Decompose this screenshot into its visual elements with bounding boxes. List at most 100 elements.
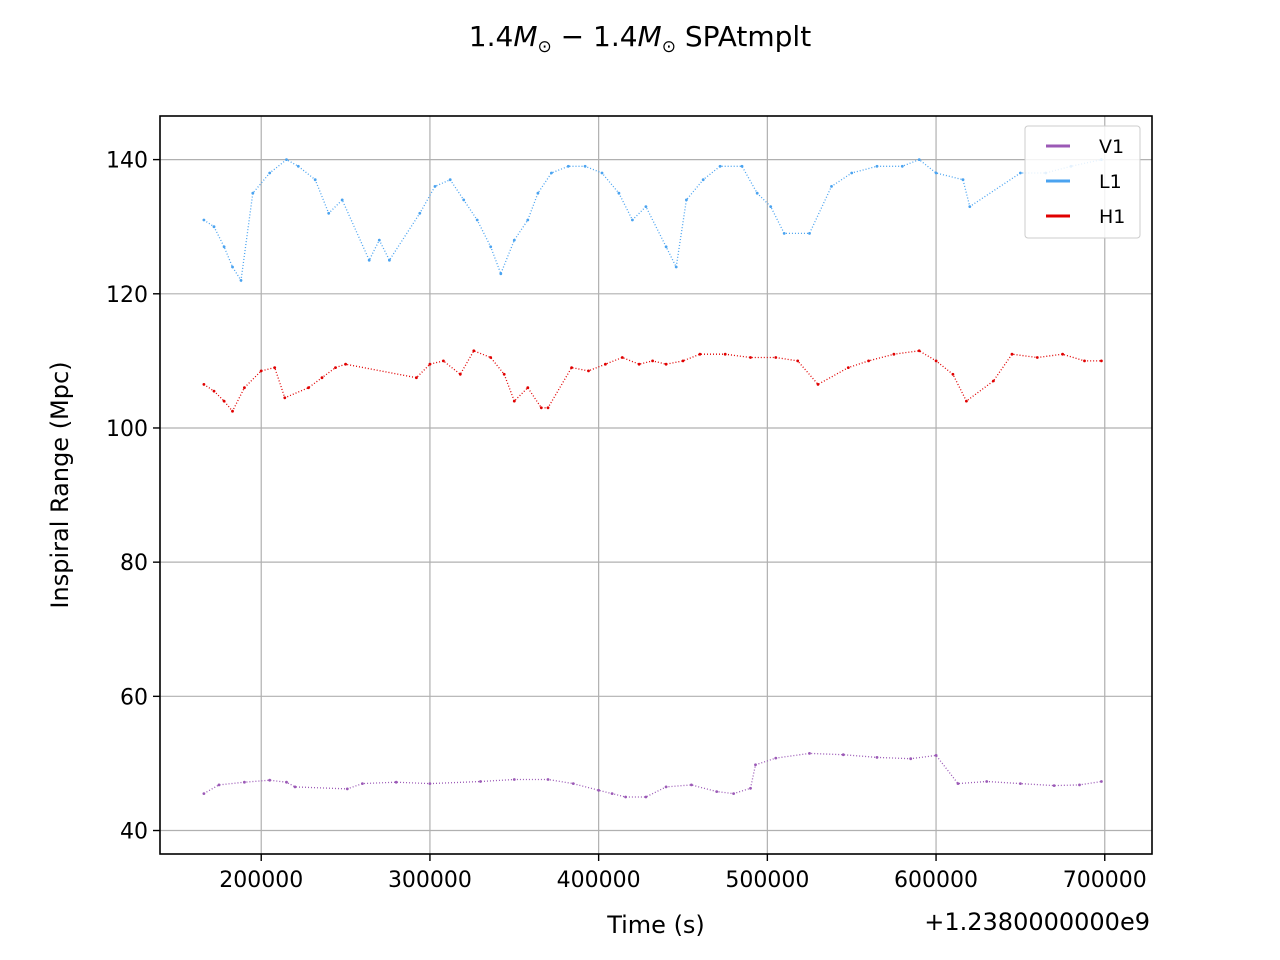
x-tick-label: 200000 [219, 868, 303, 893]
data-point-v1 [664, 785, 668, 789]
data-point-h1 [334, 366, 337, 369]
data-point-v1 [479, 780, 482, 783]
data-point-v1 [268, 778, 272, 782]
data-point-h1 [489, 356, 493, 359]
y-tick-label: 120 [106, 283, 148, 308]
data-point-l1 [418, 211, 422, 215]
data-point-l1 [296, 164, 300, 168]
data-point-h1 [283, 396, 287, 400]
data-point-l1 [644, 205, 648, 209]
data-point-v1 [202, 792, 206, 795]
data-point-l1 [388, 258, 391, 262]
data-point-l1 [285, 158, 288, 162]
data-point-h1 [587, 369, 590, 373]
data-point-v1 [732, 792, 735, 795]
data-point-l1 [875, 164, 879, 168]
data-point-l1 [377, 238, 381, 242]
x-tick-label: 700000 [1063, 868, 1147, 893]
data-point-h1 [604, 362, 607, 366]
data-point-v1 [1019, 782, 1022, 785]
series-line-l1 [203, 158, 1102, 283]
x-tick-label: 300000 [388, 868, 472, 893]
legend: V1 L1 H1 [1024, 125, 1141, 239]
data-point-l1 [340, 198, 344, 202]
data-point-h1 [243, 386, 246, 390]
data-point-h1 [796, 359, 800, 363]
data-point-v1 [841, 753, 845, 757]
y-tick-label: 100 [106, 417, 148, 442]
data-point-h1 [774, 356, 778, 359]
data-point-l1 [239, 279, 243, 282]
data-point-l1 [222, 245, 226, 249]
data-point-h1 [202, 383, 206, 386]
data-point-h1 [320, 376, 324, 380]
data-point-l1 [685, 198, 688, 202]
data-point-l1 [782, 232, 786, 235]
data-point-l1 [934, 171, 938, 175]
data-point-l1 [917, 158, 921, 162]
data-point-v1 [597, 788, 600, 792]
series-layer [202, 158, 1103, 799]
data-point-h1 [664, 362, 668, 366]
data-point-h1 [428, 362, 432, 366]
data-point-h1 [620, 356, 624, 359]
data-point-l1 [448, 178, 452, 182]
data-point-v1 [909, 757, 913, 761]
x-tick-label: 600000 [894, 868, 978, 893]
x-axis-label: Time (s) [606, 911, 705, 939]
data-point-l1 [512, 238, 516, 242]
data-point-l1 [536, 191, 540, 195]
data-point-l1 [367, 258, 371, 262]
data-point-v1 [571, 782, 575, 785]
data-point-l1 [583, 164, 587, 168]
x-axis-offset: +1.2380000000e9 [924, 908, 1150, 936]
data-point-l1 [600, 171, 604, 175]
data-point-h1 [749, 356, 752, 359]
data-point-h1 [892, 352, 896, 356]
data-point-v1 [1100, 780, 1103, 783]
data-point-l1 [850, 171, 854, 175]
data-point-h1 [992, 379, 995, 383]
data-point-h1 [526, 386, 530, 390]
legend-label-h1: H1 [1099, 206, 1125, 228]
y-tick-label: 140 [106, 149, 148, 174]
data-point-v1 [217, 783, 221, 787]
data-point-v1 [956, 782, 960, 785]
data-point-h1 [1083, 359, 1086, 363]
data-point-l1 [475, 218, 479, 222]
series-line-h1 [203, 349, 1102, 413]
data-point-l1 [202, 218, 206, 222]
data-point-l1 [327, 211, 331, 215]
data-point-h1 [222, 399, 226, 403]
plot-frame [159, 115, 1153, 855]
data-point-l1 [566, 164, 570, 168]
data-point-l1 [769, 205, 773, 209]
data-point-l1 [808, 232, 811, 235]
data-point-h1 [681, 359, 685, 363]
data-point-v1 [985, 780, 989, 783]
data-point-h1 [472, 349, 476, 353]
data-point-h1 [867, 359, 870, 363]
data-point-v1 [715, 790, 719, 793]
data-point-h1 [846, 366, 850, 369]
data-point-v1 [428, 782, 432, 785]
data-point-h1 [458, 372, 462, 376]
data-point-l1 [900, 164, 904, 168]
data-point-v1 [361, 782, 364, 785]
data-point-h1 [816, 383, 820, 386]
data-point-l1 [701, 178, 705, 182]
data-point-v1 [690, 783, 693, 787]
data-point-h1 [307, 386, 310, 390]
data-point-h1 [442, 359, 445, 363]
data-point-v1 [624, 795, 627, 799]
data-point-v1 [610, 792, 614, 795]
data-point-l1 [526, 218, 530, 222]
data-point-h1 [951, 372, 955, 376]
y-tick-label: 40 [120, 820, 148, 845]
data-point-v1 [1078, 783, 1081, 787]
data-point-h1 [1035, 356, 1039, 359]
data-point-l1 [462, 198, 466, 202]
data-point-l1 [617, 191, 621, 195]
data-point-h1 [1100, 359, 1103, 363]
